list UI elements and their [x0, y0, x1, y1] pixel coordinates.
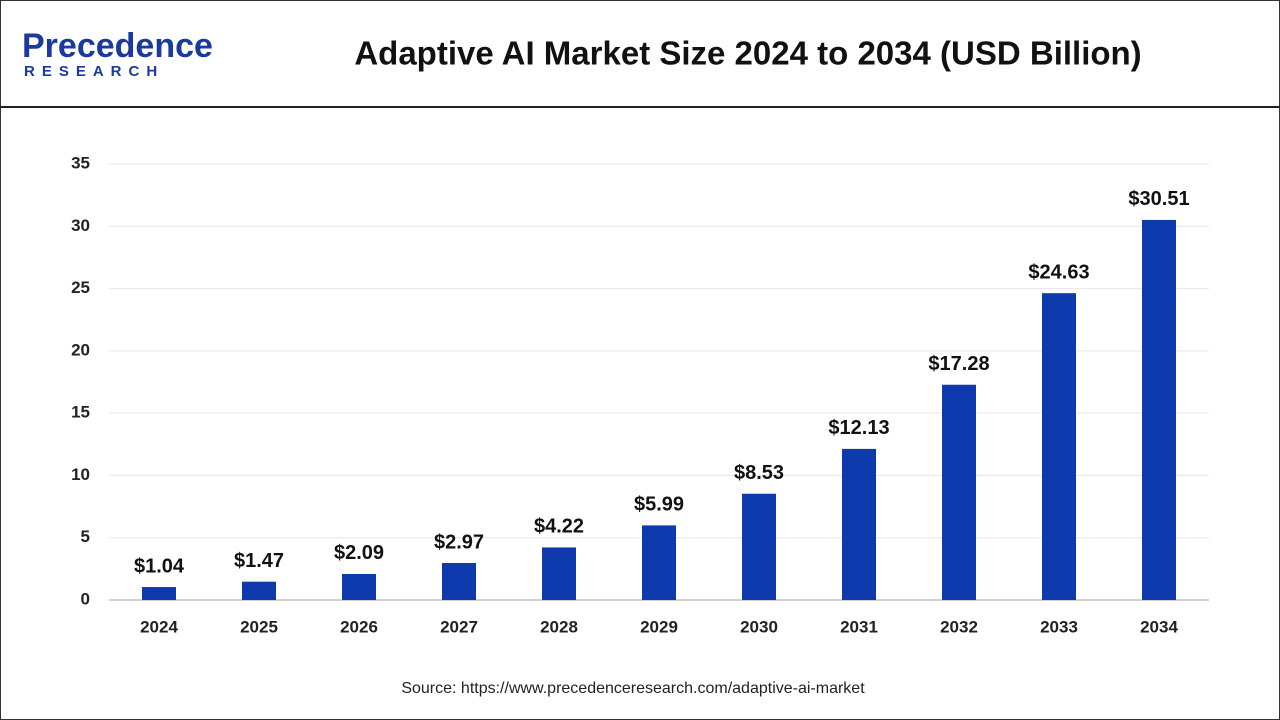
y-tick-label: 10	[71, 465, 90, 484]
logo-name: Precedence	[22, 27, 213, 65]
source: Source: https://www.precedenceresearch.c…	[401, 680, 865, 697]
x-tick-label: 2025	[240, 617, 278, 636]
x-tick-label: 2034	[1140, 617, 1178, 636]
value-label: $2.97	[434, 531, 484, 553]
logo-tagline: RESEARCH	[24, 63, 164, 80]
bar	[742, 493, 776, 600]
value-label: $1.47	[234, 550, 284, 572]
y-tick-label: 20	[71, 340, 90, 359]
y-tick-label: 30	[71, 216, 90, 235]
bar	[1042, 293, 1076, 600]
bar	[942, 384, 976, 600]
bar	[142, 587, 176, 600]
y-tick-label: 5	[81, 527, 90, 546]
y-tick-label: 15	[71, 403, 90, 422]
y-tick-label: 0	[81, 589, 90, 608]
x-tick-label: 2029	[640, 617, 678, 636]
value-label: $5.99	[634, 494, 684, 516]
value-label: $8.53	[734, 462, 784, 484]
x-tick-label: 2032	[940, 617, 978, 636]
value-label: $4.22	[534, 516, 584, 538]
bar	[342, 573, 376, 600]
value-label: $17.28	[928, 353, 989, 375]
bar	[442, 563, 476, 600]
value-label: $24.63	[1028, 261, 1089, 283]
bar	[642, 525, 676, 600]
value-label: $30.51	[1128, 188, 1189, 210]
x-tick-label: 2028	[540, 617, 578, 636]
x-tick-label: 2024	[140, 617, 178, 636]
x-tick-label: 2033	[1040, 617, 1078, 636]
bar	[1142, 219, 1176, 601]
x-tick-label: 2030	[740, 617, 778, 636]
y-tick-label: 25	[71, 278, 90, 297]
value-label: $1.04	[134, 555, 185, 577]
bar	[242, 581, 276, 600]
chart-title: Adaptive AI Market Size 2024 to 2034 (US…	[354, 35, 1141, 72]
value-label: $12.13	[828, 417, 889, 439]
x-tick-label: 2027	[440, 617, 478, 636]
bar	[842, 448, 876, 600]
bar	[542, 547, 576, 600]
x-tick-label: 2031	[840, 617, 878, 636]
y-tick-label: 35	[71, 153, 90, 172]
x-tick-label: 2026	[340, 617, 378, 636]
value-label: $2.09	[334, 542, 384, 564]
